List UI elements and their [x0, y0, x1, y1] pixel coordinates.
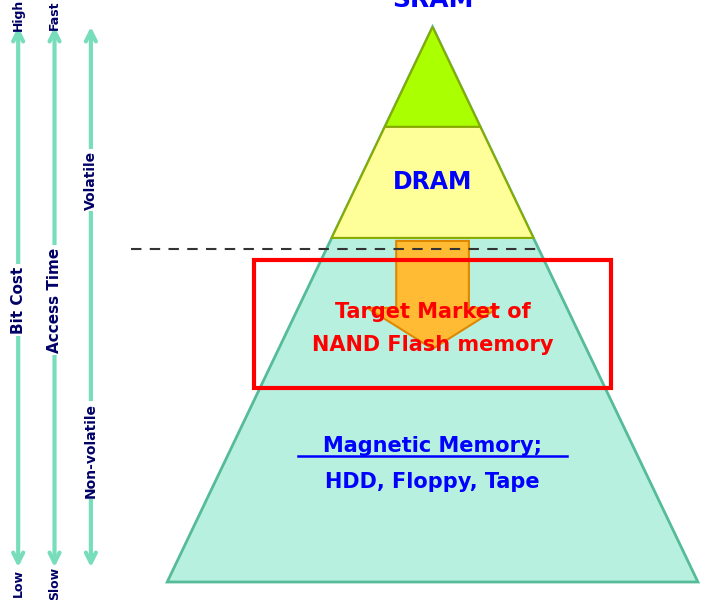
Text: Non-volatile: Non-volatile [84, 403, 98, 497]
Polygon shape [367, 241, 498, 349]
Polygon shape [167, 27, 698, 582]
Text: Low: Low [12, 569, 25, 597]
Text: Magnetic Memory;: Magnetic Memory; [323, 436, 542, 456]
Text: Fast: Fast [48, 0, 61, 30]
Polygon shape [385, 27, 481, 127]
Text: High: High [12, 0, 25, 31]
Bar [254, 260, 611, 388]
Text: DRAM: DRAM [393, 170, 473, 194]
Text: HDD, Floppy, Tape: HDD, Floppy, Tape [325, 472, 540, 492]
Text: Bit Cost: Bit Cost [11, 266, 25, 334]
Text: Access Time: Access Time [47, 247, 62, 353]
Polygon shape [332, 127, 534, 238]
Text: Volatile: Volatile [84, 151, 98, 209]
Text: Target Market of: Target Market of [334, 302, 531, 322]
Text: SRAM: SRAM [392, 0, 473, 12]
Text: Slow: Slow [48, 566, 61, 600]
Text: NAND Flash memory: NAND Flash memory [312, 335, 553, 355]
